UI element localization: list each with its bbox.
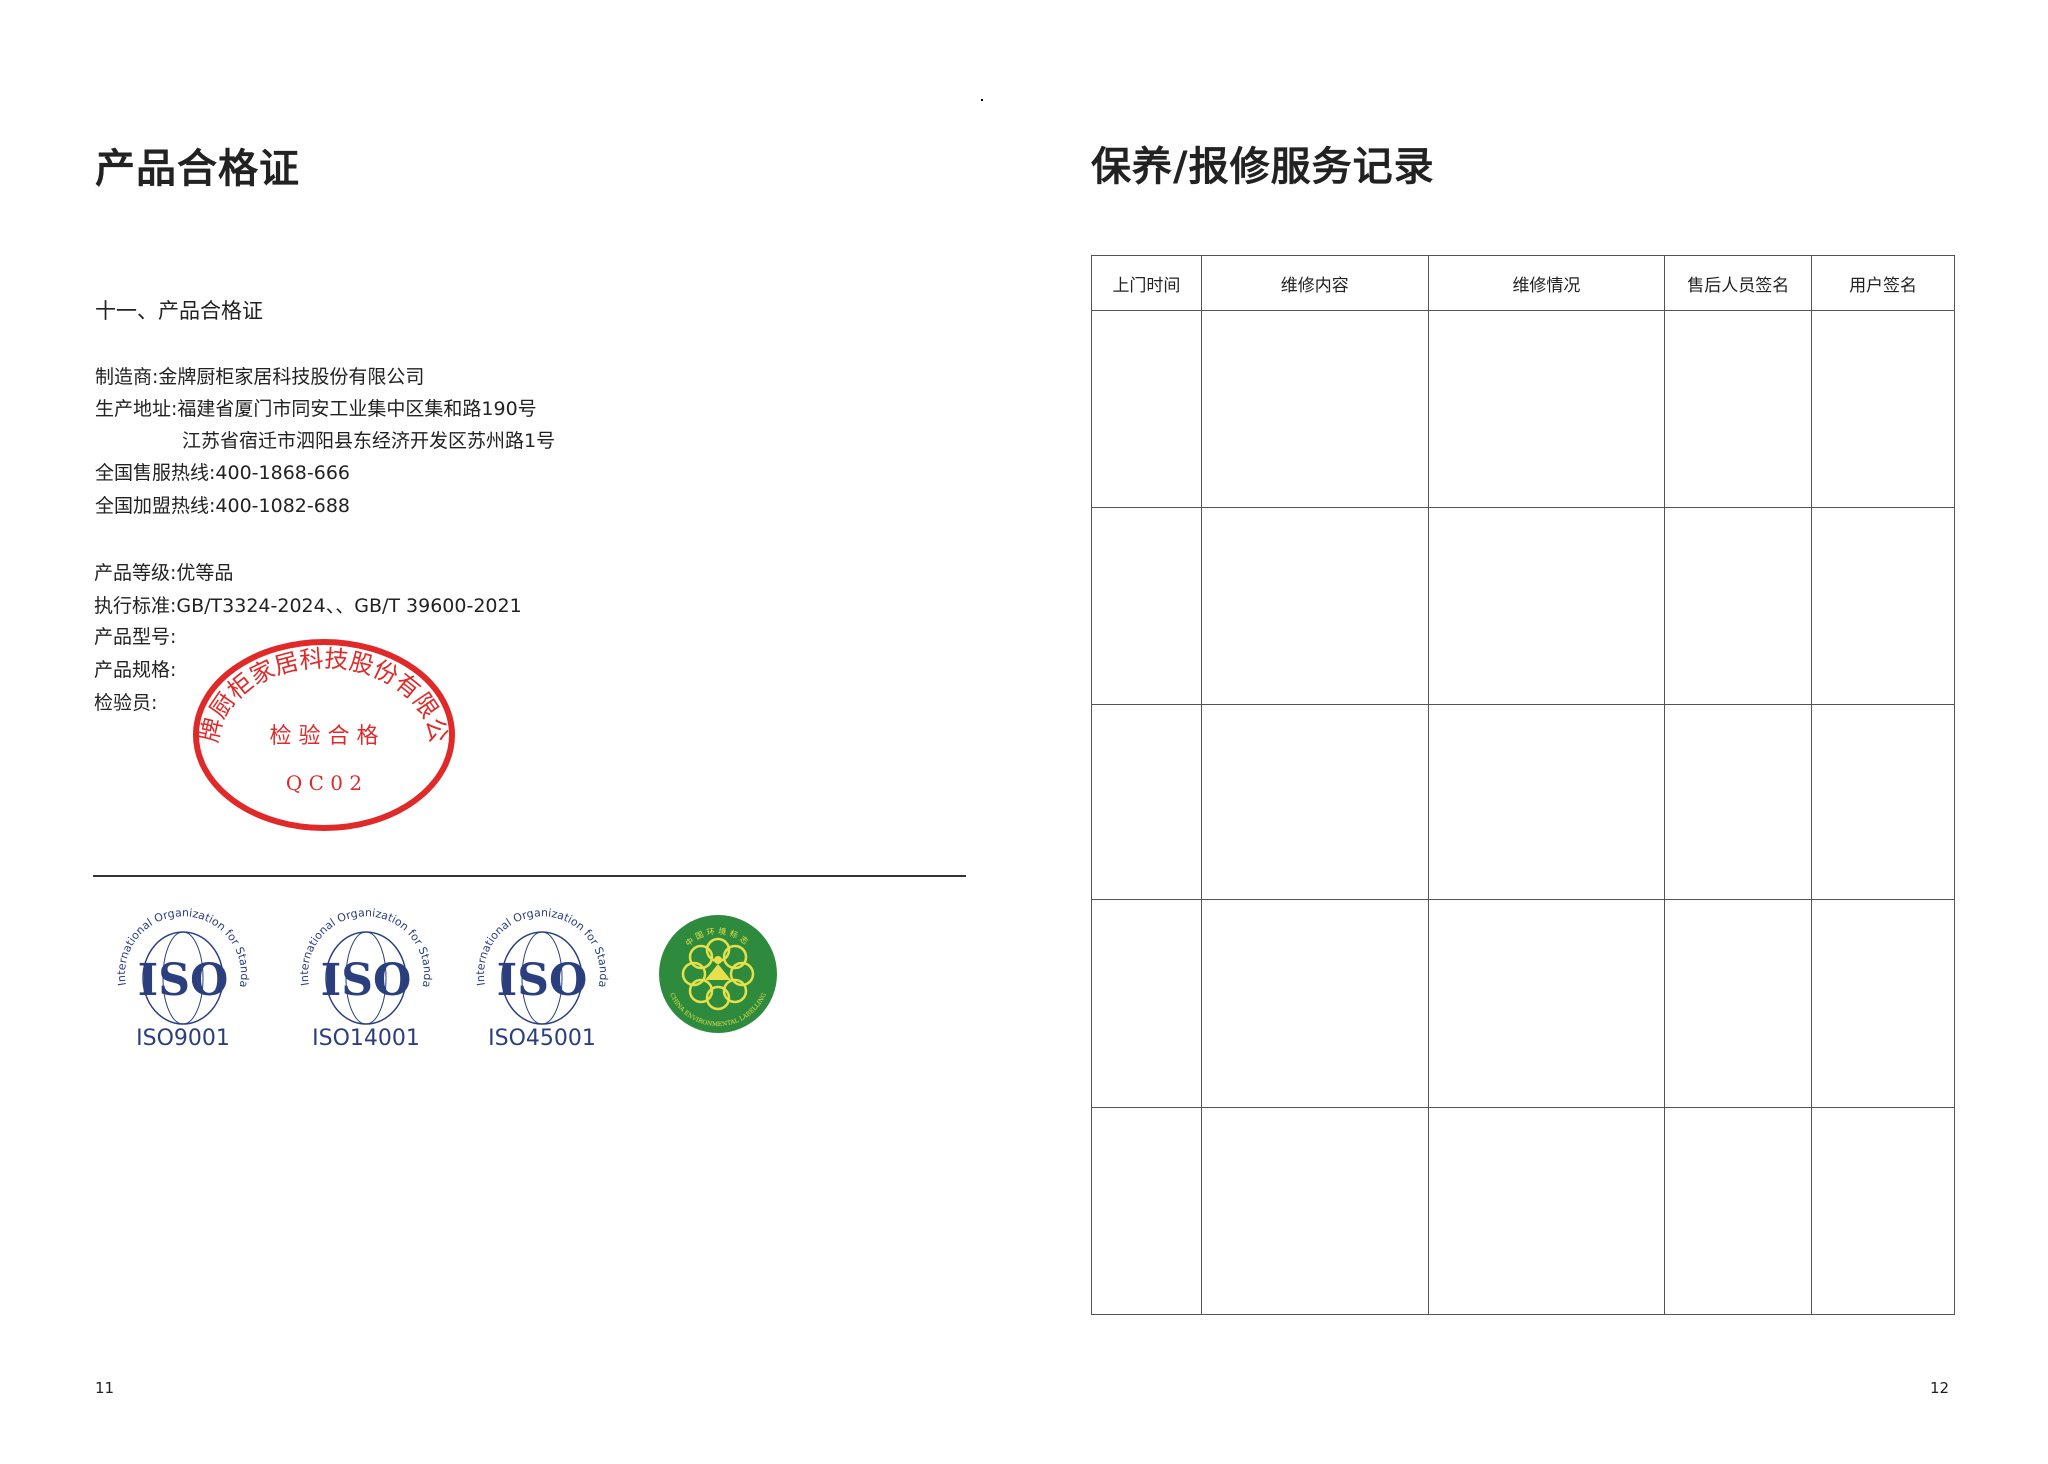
stamp-center-text: 检 验 合 格 xyxy=(270,724,379,749)
service-record-table: 上门时间 维修内容 维修情况 售后人员签名 用户签名 xyxy=(1091,255,1955,1315)
iso-wordmark: ISO xyxy=(497,955,588,1006)
iso-9001-logo: International Organization for Standardi… xyxy=(108,900,251,1050)
iso-wordmark: ISO xyxy=(138,955,229,1006)
divider xyxy=(93,875,966,877)
address-1: 生产地址:福建省厦门市同安工业集中区集和路190号 xyxy=(95,398,537,420)
iso-label: ISO9001 xyxy=(136,1026,230,1050)
cell[interactable] xyxy=(1811,1107,1955,1315)
address-2: 江苏省宿迁市泗阳县东经济开发区苏州路1号 xyxy=(182,430,556,452)
iso-14001-logo: International Organization for Standardi… xyxy=(291,900,434,1050)
cell[interactable] xyxy=(1427,899,1666,1108)
cell[interactable] xyxy=(1091,704,1202,900)
china-environmental-label-logo: 中国环境标志 CHINA ENVIRONMENTAL LABELLING xyxy=(659,915,777,1033)
table-row xyxy=(1091,1107,1955,1315)
col-user-signature: 用户签名 xyxy=(1811,255,1955,311)
cell[interactable] xyxy=(1811,704,1955,900)
service-hotline: 全国售服热线:400-1868-666 xyxy=(95,462,350,484)
page-title-right: 保养/报修服务记录 xyxy=(1091,144,1435,190)
section-heading: 十一、产品合格证 xyxy=(95,299,263,323)
cell[interactable] xyxy=(1664,1107,1813,1315)
cell[interactable] xyxy=(1091,1107,1202,1315)
page-number-left: 11 xyxy=(95,1379,115,1397)
cell[interactable] xyxy=(1200,899,1429,1108)
table-row xyxy=(1091,507,1955,705)
page-title-left: 产品合格证 xyxy=(95,146,300,192)
cell[interactable] xyxy=(1664,899,1813,1108)
col-repair-content: 维修内容 xyxy=(1200,255,1429,311)
stamp-code: Q C 0 2 xyxy=(286,771,362,795)
cell[interactable] xyxy=(1200,310,1429,508)
cell[interactable] xyxy=(1427,1107,1666,1315)
franchise-hotline: 全国加盟热线:400-1082-688 xyxy=(95,495,350,517)
iso-wordmark: ISO xyxy=(321,955,412,1006)
col-repair-status: 维修情况 xyxy=(1427,255,1666,311)
table-row xyxy=(1091,310,1955,508)
cell[interactable] xyxy=(1664,310,1813,508)
cell[interactable] xyxy=(1200,507,1429,705)
inspection-stamp: 金牌厨柜家居科技股份有限公司 检 验 合 格 Q C 0 2 xyxy=(188,635,455,831)
cell[interactable] xyxy=(1664,704,1813,900)
dot-mark xyxy=(981,99,983,101)
table-row xyxy=(1091,704,1955,900)
manufacturer: 制造商:金牌厨柜家居科技股份有限公司 xyxy=(95,366,425,388)
cell[interactable] xyxy=(1091,899,1202,1108)
iso-label: ISO45001 xyxy=(488,1026,596,1050)
cell[interactable] xyxy=(1091,507,1202,705)
cell[interactable] xyxy=(1200,1107,1429,1315)
cell[interactable] xyxy=(1811,310,1955,508)
iso-label: ISO14001 xyxy=(312,1026,420,1050)
col-staff-signature: 售后人员签名 xyxy=(1664,255,1813,311)
cell[interactable] xyxy=(1811,899,1955,1108)
table-header-row: 上门时间 维修内容 维修情况 售后人员签名 用户签名 xyxy=(1091,255,1955,311)
product-model: 产品型号: xyxy=(94,626,177,648)
product-grade: 产品等级:优等品 xyxy=(94,562,234,584)
cell[interactable] xyxy=(1091,310,1202,508)
cell[interactable] xyxy=(1200,704,1429,900)
cell[interactable] xyxy=(1427,704,1666,900)
product-spec: 产品规格: xyxy=(94,659,177,681)
cell[interactable] xyxy=(1427,310,1666,508)
cell[interactable] xyxy=(1664,507,1813,705)
table-row xyxy=(1091,899,1955,1108)
standard: 执行标准:GB/T3324-2024、、GB/T 39600-2021 xyxy=(94,595,522,617)
page-number-right: 12 xyxy=(1930,1379,1950,1397)
cell[interactable] xyxy=(1427,507,1666,705)
cell[interactable] xyxy=(1811,507,1955,705)
inspector: 检验员: xyxy=(94,692,158,714)
iso-45001-logo: International Organization for Standardi… xyxy=(467,900,610,1050)
col-visit-time: 上门时间 xyxy=(1091,255,1202,311)
